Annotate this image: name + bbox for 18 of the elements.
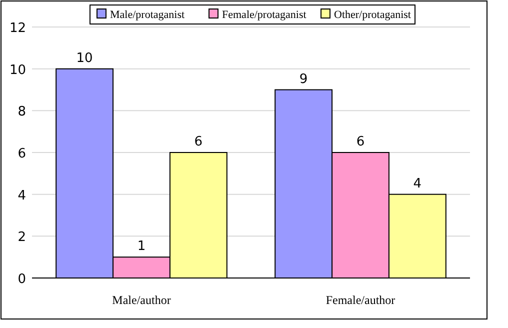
- y-tick-label: 10: [9, 62, 26, 78]
- data-label: 9: [299, 72, 308, 87]
- y-tick-label: 4: [18, 188, 26, 204]
- data-label: 4: [413, 176, 422, 192]
- data-label: 1: [137, 239, 146, 254]
- data-label: 6: [194, 134, 203, 150]
- y-tick-label: 8: [18, 104, 26, 120]
- legend-label: Female/protaganist: [222, 9, 306, 21]
- x-tick-label: Female/author: [326, 293, 396, 307]
- y-tick-label: 2: [18, 230, 26, 246]
- legend-label: Other/protaganist: [334, 9, 411, 21]
- x-tick-label: Male/author: [112, 293, 171, 307]
- y-tick-label: 12: [9, 21, 26, 36]
- y-tick-label: 0: [18, 272, 26, 287]
- data-label: 6: [356, 134, 365, 150]
- data-label: 10: [76, 50, 93, 66]
- legend-label: Male/protaganist: [110, 9, 185, 21]
- y-tick-label: 6: [18, 146, 26, 162]
